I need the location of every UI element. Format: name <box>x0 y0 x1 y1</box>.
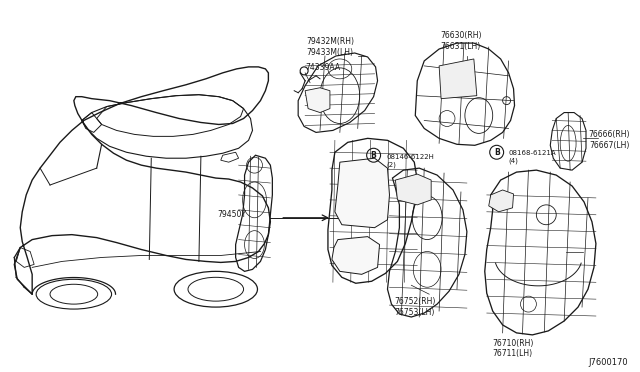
Polygon shape <box>335 158 390 228</box>
Polygon shape <box>439 59 477 99</box>
Text: B: B <box>371 151 376 160</box>
Text: 08168-6121A
(4): 08168-6121A (4) <box>509 150 556 164</box>
Text: 76710(RH)
76711(LH): 76710(RH) 76711(LH) <box>493 339 534 358</box>
Text: 79432M(RH)
79433M(LH): 79432M(RH) 79433M(LH) <box>306 37 354 57</box>
Text: 76630(RH)
76631(LH): 76630(RH) 76631(LH) <box>440 31 482 51</box>
Text: 76666(RH)
76667(LH): 76666(RH) 76667(LH) <box>588 131 630 150</box>
Text: 79450Y: 79450Y <box>218 210 246 219</box>
Polygon shape <box>489 190 513 212</box>
Text: 76752(RH)
76753(LH): 76752(RH) 76753(LH) <box>394 297 436 317</box>
Polygon shape <box>396 174 431 205</box>
Text: 74339AA: 74339AA <box>305 63 340 72</box>
Text: 08146-6122H
(2): 08146-6122H (2) <box>387 154 435 168</box>
Polygon shape <box>305 88 330 113</box>
Text: B: B <box>494 148 500 157</box>
Text: J7600170: J7600170 <box>588 357 628 367</box>
Polygon shape <box>332 237 380 274</box>
